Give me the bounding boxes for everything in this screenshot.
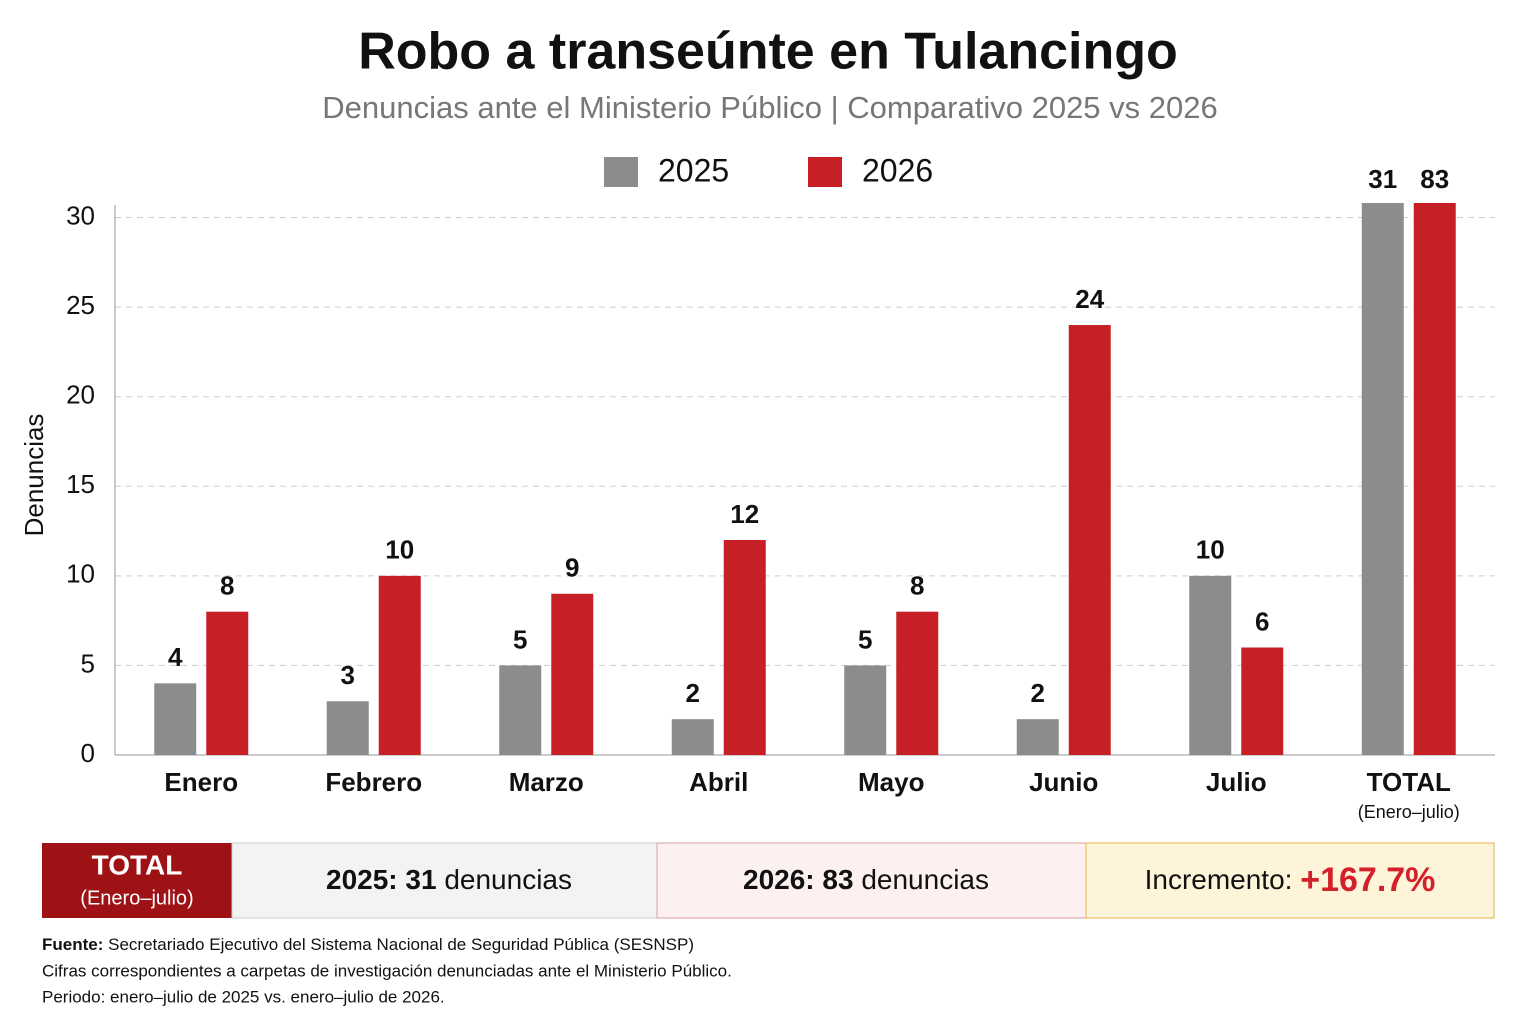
bar <box>1189 575 1232 755</box>
x-tick-label: TOTAL <box>1367 767 1451 797</box>
x-tick-label: Abril <box>689 767 748 797</box>
bar <box>723 540 766 755</box>
value-label: 9 <box>565 553 579 583</box>
y-tick-label: 10 <box>66 559 95 589</box>
summary-increment-box <box>1085 842 1495 919</box>
x-tick-label: Mayo <box>858 767 924 797</box>
footer-source: Fuente: Secretariado Ejecutivo del Siste… <box>42 935 694 954</box>
value-label: 5 <box>513 624 527 654</box>
bar <box>1068 325 1111 755</box>
value-label: 8 <box>220 571 234 601</box>
value-label: 12 <box>730 499 759 529</box>
summary-total-box <box>42 843 232 918</box>
bars <box>154 203 1456 755</box>
x-tick-label: Julio <box>1206 767 1267 797</box>
footer-note: Cifras correspondientes a carpetas de in… <box>42 961 732 980</box>
summary-box <box>231 842 658 919</box>
summary-prefix: 2026: <box>743 864 815 895</box>
summary-value: 83 <box>822 864 853 895</box>
x-tick-label: Junio <box>1029 767 1098 797</box>
bar <box>551 593 594 755</box>
x-tick-label: Febrero <box>325 767 422 797</box>
value-label: 10 <box>1196 535 1225 565</box>
legend-swatch <box>808 157 842 187</box>
y-axis-label: Denuncias <box>19 414 49 537</box>
value-label: 6 <box>1255 606 1269 636</box>
chart-title: Robo a transeúnte en Tulancingo <box>358 23 1178 81</box>
bar <box>844 665 887 755</box>
increment-label: Incremento: <box>1145 864 1293 895</box>
y-tick-label: 15 <box>66 469 95 499</box>
legend-label: 2026 <box>862 152 933 188</box>
value-label: 31 <box>1368 164 1397 194</box>
bar <box>1361 203 1404 755</box>
bar <box>1016 719 1059 755</box>
value-label: 8 <box>910 571 924 601</box>
bar <box>326 701 369 755</box>
bar <box>896 611 939 755</box>
source-label: Fuente: <box>42 935 103 954</box>
y-tick-label: 5 <box>81 648 95 678</box>
y-tick-label: 25 <box>66 290 95 320</box>
value-label: 4 <box>168 642 183 672</box>
increment-text: Incremento: +167.7% <box>1145 861 1436 899</box>
source-text: Secretariado Ejecutivo del Sistema Nacio… <box>108 935 694 954</box>
footer-note: Periodo: enero–julio de 2025 vs. enero–j… <box>42 987 445 1006</box>
summary-box <box>656 842 1087 919</box>
chart-subtitle: Denuncias ante el Ministerio Público | C… <box>322 90 1218 125</box>
increment-value: +167.7% <box>1300 861 1435 899</box>
bar <box>671 719 714 755</box>
value-label: 10 <box>385 535 414 565</box>
summary-label: TOTAL <box>92 849 183 880</box>
y-tick-label: 0 <box>81 738 95 768</box>
bar <box>378 575 421 755</box>
bar <box>206 611 249 755</box>
bar <box>499 665 542 755</box>
value-label: 24 <box>1075 284 1104 314</box>
bar <box>1413 203 1456 755</box>
value-label: 3 <box>341 660 355 690</box>
bar <box>154 683 197 755</box>
bar <box>1241 647 1284 755</box>
x-tick-label: Marzo <box>509 767 584 797</box>
value-label: 83 <box>1420 164 1449 194</box>
summary-prefix: 2025: <box>326 864 398 895</box>
summary-text: 2025: 31 denuncias <box>326 864 572 895</box>
value-label: 5 <box>858 624 872 654</box>
value-label: 2 <box>686 678 700 708</box>
legend-swatch <box>604 157 638 187</box>
value-label: 2 <box>1031 678 1045 708</box>
legend-label: 2025 <box>658 152 729 188</box>
summary-value: 31 <box>405 864 436 895</box>
summary-unit: denuncias <box>861 864 989 895</box>
x-tick-label: Enero <box>164 767 238 797</box>
x-tick-sublabel: (Enero–julio) <box>1358 802 1460 822</box>
y-tick-label: 30 <box>66 200 95 230</box>
summary-unit: denuncias <box>444 864 572 895</box>
summary-text: 2026: 83 denuncias <box>743 864 989 895</box>
y-tick-label: 20 <box>66 380 95 410</box>
summary-sublabel: (Enero–julio) <box>80 887 193 909</box>
